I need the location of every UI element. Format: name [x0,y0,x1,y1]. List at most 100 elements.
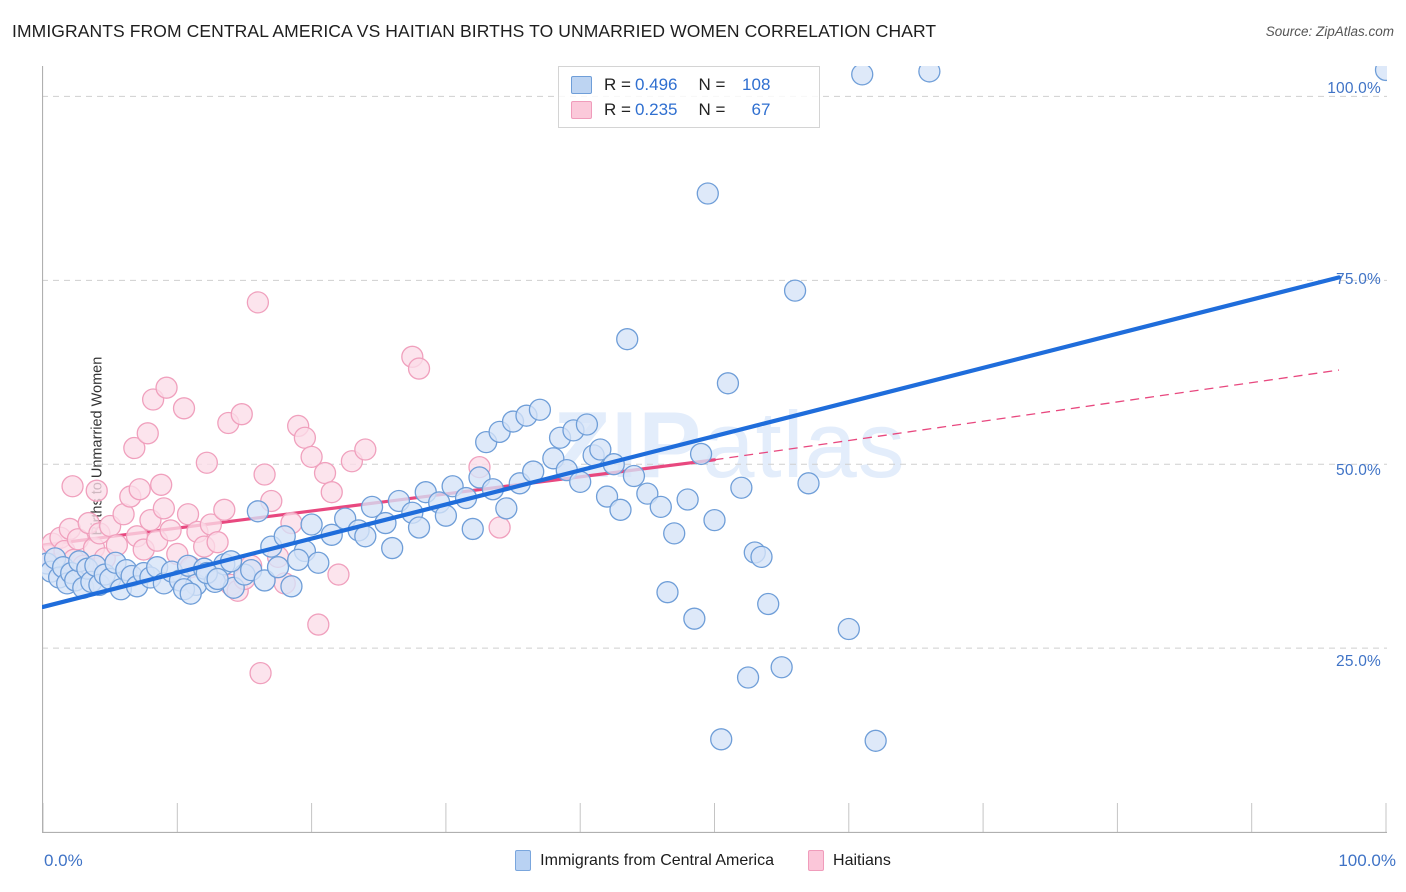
data-point[interactable] [703,508,726,532]
data-point[interactable] [253,463,276,486]
data-point[interactable] [176,503,200,526]
data-point[interactable] [569,470,592,494]
data-point[interactable] [172,397,196,420]
data-point[interactable] [159,519,182,542]
stats-r-value-immigrants: 0.496 [634,74,678,94]
data-point[interactable] [495,497,518,520]
data-point[interactable] [152,497,176,520]
trendline-dashed [714,369,1340,461]
data-point[interactable] [300,445,323,469]
data-point[interactable] [195,451,218,474]
data-point[interactable] [750,545,773,569]
data-point[interactable] [136,422,159,445]
stats-row-immigrants: R = 0.496 N = 108 [571,72,809,97]
stats-n-value-haitians: 67 [751,99,771,119]
data-point[interactable] [1374,66,1388,82]
data-point[interactable] [683,607,706,630]
data-point[interactable] [249,661,272,685]
stats-row-haitians: R = 0.235 N = 67 [571,97,809,122]
data-point[interactable] [656,581,679,604]
data-point[interactable] [864,729,887,752]
data-point[interactable] [851,66,874,86]
data-point[interactable] [757,592,780,616]
x-axis-max-label: 100.0% [1338,851,1396,870]
scatter-svg [42,66,1387,833]
data-point[interactable] [206,567,229,591]
data-point[interactable] [837,617,860,641]
correlation-stats-box: R = 0.496 N = 108 R = 0.235 N = 67 [558,66,820,128]
data-point[interactable] [266,556,290,579]
data-point[interactable] [280,575,303,598]
data-point[interactable] [155,376,178,399]
data-point[interactable] [649,495,672,519]
legend-label-haitians: Haitians [833,851,891,869]
legend-item-haitians[interactable]: Haitians [808,850,891,871]
data-point[interactable] [206,531,229,554]
data-point[interactable] [287,548,310,571]
data-point[interactable] [716,372,740,395]
stats-r-value-haitians: 0.235 [634,99,678,119]
data-point[interactable] [381,536,404,560]
data-point[interactable] [307,551,330,574]
data-point[interactable] [320,481,343,504]
data-point[interactable] [696,182,719,205]
data-point[interactable] [354,438,377,461]
data-point[interactable] [61,475,84,498]
data-point[interactable] [589,438,612,461]
data-point[interactable] [730,476,753,499]
data-point[interactable] [313,461,337,485]
data-point[interactable] [676,488,699,511]
data-point[interactable] [736,666,760,689]
data-point[interactable] [663,522,686,545]
data-point[interactable] [797,472,820,495]
data-point[interactable] [360,495,384,519]
data-point[interactable] [300,513,323,536]
x-tick-marks [42,803,1387,832]
data-point[interactable] [770,656,793,679]
data-point[interactable] [213,498,236,521]
data-point[interactable] [575,413,599,436]
data-point[interactable] [609,498,632,521]
data-point[interactable] [123,436,146,460]
data-point[interactable] [179,582,202,605]
legend-item-immigrants[interactable]: Immigrants from Central America [515,850,774,871]
legend-swatch-immigrants [515,850,532,871]
stats-r-label-immigrants: R = [604,74,631,94]
data-point[interactable] [230,403,253,426]
data-point[interactable] [595,485,619,508]
data-point[interactable] [85,479,108,502]
data-point[interactable] [622,464,646,488]
data-point[interactable] [636,482,659,505]
trendline-solid [42,275,1342,610]
data-point[interactable] [918,66,941,83]
y-tick-25: 25.0% [1336,653,1381,670]
page-title: IMMIGRANTS FROM CENTRAL AMERICA VS HAITI… [12,21,937,41]
data-point[interactable] [246,500,270,523]
data-point[interactable] [246,291,270,314]
points-immigrants [42,66,1388,752]
data-point[interactable] [128,478,151,501]
legend-swatch-haitians [808,850,825,871]
source-label: Source: ZipAtlas.com [1265,24,1394,39]
data-point[interactable] [616,328,639,351]
data-point[interactable] [461,517,484,541]
stats-n-label-haitians: N = [698,99,726,119]
legend-label-immigrants: Immigrants from Central America [540,851,775,869]
data-point[interactable] [293,426,317,449]
data-point[interactable] [407,516,431,539]
data-point[interactable] [710,728,733,751]
data-point[interactable] [150,473,173,496]
data-point[interactable] [689,442,713,466]
data-point[interactable] [327,563,350,586]
data-point[interactable] [407,357,431,380]
data-point[interactable] [253,569,276,592]
data-point[interactable] [307,613,330,636]
data-point[interactable] [528,398,552,421]
plot-area: 100.0% 75.0% 50.0% 25.0% [42,66,1387,833]
data-point[interactable] [783,279,807,302]
data-point[interactable] [488,516,511,539]
stats-swatch-haitians [571,100,592,119]
stats-r-label-haitians: R = [604,99,631,119]
y-tick-50: 50.0% [1336,462,1381,479]
